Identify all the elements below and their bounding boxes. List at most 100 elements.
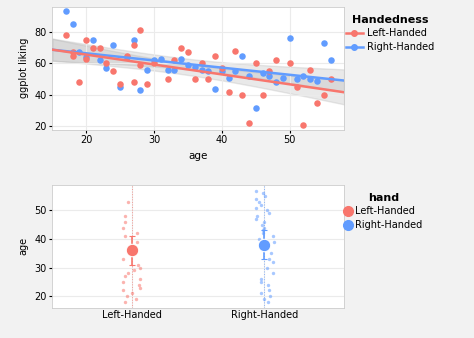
Point	[327, 76, 334, 82]
Point	[270, 239, 277, 245]
Point	[253, 214, 261, 219]
Point	[109, 42, 117, 47]
Point	[273, 80, 280, 85]
Point	[218, 66, 226, 71]
Point	[269, 259, 277, 265]
Point	[327, 57, 334, 63]
Point	[260, 219, 268, 225]
X-axis label: age: age	[189, 151, 208, 161]
Point	[267, 250, 274, 256]
Legend: Left-Handed, Right-Handed: Left-Handed, Right-Handed	[343, 11, 437, 55]
Point	[103, 66, 110, 71]
Point	[257, 291, 264, 296]
Point	[265, 288, 273, 293]
Point	[204, 69, 212, 74]
Y-axis label: age: age	[18, 237, 28, 255]
Point	[259, 191, 267, 196]
Point	[252, 188, 260, 193]
Point	[261, 194, 269, 199]
Point	[164, 67, 172, 72]
Point	[260, 225, 268, 230]
Point	[118, 256, 126, 262]
Point	[157, 56, 164, 62]
Point	[69, 53, 76, 58]
Point	[252, 61, 260, 66]
Point	[253, 196, 260, 202]
Point	[136, 285, 143, 290]
Point	[257, 279, 265, 285]
Point	[258, 276, 265, 282]
Point	[124, 293, 131, 299]
Point	[273, 57, 280, 63]
Point	[245, 121, 253, 126]
Point	[164, 76, 172, 82]
Point	[124, 271, 132, 276]
Point	[133, 231, 140, 236]
Point	[133, 239, 141, 245]
Point	[123, 53, 131, 58]
Point	[245, 73, 253, 79]
Y-axis label: ggplot liking: ggplot liking	[18, 38, 28, 98]
Point	[116, 81, 124, 87]
Point	[265, 73, 273, 79]
Point	[119, 225, 127, 230]
Point	[198, 67, 205, 72]
Point	[137, 62, 144, 68]
Point	[119, 288, 127, 293]
Point	[89, 37, 97, 43]
Point	[103, 61, 110, 66]
Point	[265, 69, 273, 74]
Point	[121, 273, 129, 279]
Point	[313, 100, 321, 105]
Point	[128, 250, 136, 256]
Point	[225, 89, 232, 94]
Point	[191, 76, 199, 82]
Point	[130, 37, 137, 43]
Point	[119, 279, 127, 285]
Point	[264, 299, 272, 305]
Point	[269, 234, 277, 239]
Point	[191, 64, 199, 69]
Point	[125, 199, 132, 204]
Point	[137, 88, 144, 93]
Point	[122, 234, 129, 239]
Point	[264, 282, 272, 287]
Point	[252, 105, 260, 110]
Point	[75, 50, 83, 55]
Point	[259, 92, 266, 98]
Point	[260, 296, 268, 302]
Point	[171, 67, 178, 72]
Point	[259, 248, 266, 253]
Point	[320, 40, 328, 46]
Point	[306, 67, 314, 72]
Point	[75, 80, 83, 85]
Point	[218, 69, 226, 74]
Point	[137, 276, 144, 282]
Point	[137, 28, 144, 33]
Point	[96, 45, 103, 50]
Point	[177, 56, 185, 62]
Point	[177, 45, 185, 50]
Point	[62, 9, 70, 14]
Point	[184, 62, 192, 68]
Point	[286, 35, 293, 41]
Point	[259, 242, 266, 247]
Point	[121, 214, 128, 219]
Point	[82, 54, 90, 60]
Point	[263, 208, 271, 213]
Point	[82, 56, 90, 62]
Legend: Left-Handed, Right-Handed: Left-Handed, Right-Handed	[343, 190, 426, 233]
Point	[136, 265, 144, 270]
Point	[198, 61, 205, 66]
Point	[144, 67, 151, 72]
Point	[69, 50, 76, 55]
Point	[69, 21, 76, 27]
Point	[263, 265, 271, 270]
Point	[300, 122, 307, 127]
Point	[150, 61, 158, 66]
Point	[238, 92, 246, 98]
Point	[89, 45, 97, 50]
Point	[130, 268, 137, 273]
Point	[286, 61, 293, 66]
Point	[260, 245, 267, 250]
